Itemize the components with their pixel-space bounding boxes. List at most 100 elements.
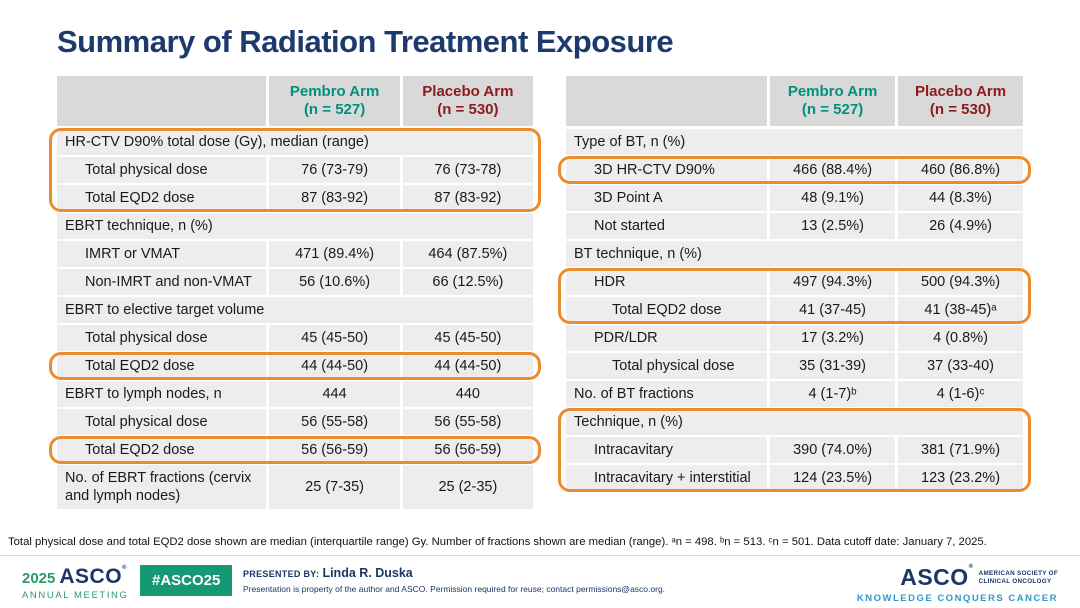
row-label: PDR/LDR	[566, 325, 768, 351]
pembro-value: 497 (94.3%)	[770, 269, 896, 295]
placebo-value: 76 (73-78)	[402, 157, 533, 183]
placebo-value: 25 (2-35)	[402, 465, 533, 509]
permission-disclaimer: Presentation is property of the author a…	[243, 584, 666, 594]
placebo-value: 460 (86.8%)	[898, 157, 1024, 183]
placebo-value: 44 (44-50)	[402, 353, 533, 379]
placebo-value: 56 (55-58)	[402, 409, 533, 435]
section-label: BT technique, n (%)	[566, 241, 1023, 267]
placebo-value: 500 (94.3%)	[898, 269, 1024, 295]
table-row: Intracavitary 390 (74.0%) 381 (71.9%)	[566, 437, 1024, 463]
row-label: Intracavitary	[566, 437, 768, 463]
pembro-arm-name: Pembro Arm	[289, 83, 380, 100]
table-row: Total physical dose 56 (55-58) 56 (55-58)	[57, 409, 533, 435]
section-label: Type of BT, n (%)	[566, 129, 1023, 155]
table-row: Non-IMRT and non-VMAT 56 (10.6%) 66 (12.5%…	[57, 269, 533, 295]
placebo-value: 87 (83-92)	[402, 185, 533, 211]
placebo-arm-n: (n = 530)	[437, 101, 499, 118]
annual-meeting-label: ANNUAL MEETING	[22, 590, 129, 601]
pembro-value: 56 (10.6%)	[269, 269, 400, 295]
section-row: Type of BT, n (%)	[566, 129, 1023, 155]
row-label: No. of BT fractions	[566, 381, 768, 407]
row-label: Total physical dose	[57, 157, 267, 183]
row-label: Intracavitary + interstitial	[566, 465, 768, 491]
section-label: EBRT technique, n (%)	[57, 213, 533, 239]
placebo-value: 464 (87.5%)	[402, 241, 533, 267]
pembro-value: 13 (2.5%)	[770, 213, 896, 239]
row-label: Total physical dose	[57, 325, 267, 351]
presented-by-block: PRESENTED BY: Linda R. Duska Presentatio…	[243, 566, 665, 594]
row-label: Total EQD2 dose	[57, 185, 267, 211]
placebo-arm-name: Placebo Arm	[914, 83, 1007, 100]
placebo-arm-n: (n = 530)	[929, 101, 992, 118]
ebrt-table: Pembro Arm (n = 527) Placebo Arm (n = 53…	[49, 76, 541, 511]
table-row: IMRT or VMAT 471 (89.4%) 464 (87.5%)	[57, 241, 533, 267]
society-tagline: KNOWLEDGE CONQUERS CANCER	[856, 593, 1058, 604]
placebo-arm-name: Placebo Arm	[422, 83, 514, 100]
pembro-value: 25 (7-35)	[269, 465, 400, 509]
row-label: Total physical dose	[566, 353, 768, 379]
placebo-value: 45 (45-50)	[402, 325, 533, 351]
pembro-value: 76 (73-79)	[269, 157, 400, 183]
row-label: HDR	[566, 269, 768, 295]
section-row: EBRT technique, n (%)	[57, 213, 533, 239]
registered-mark: ®	[122, 565, 127, 571]
pembro-arm-header: Pembro Arm (n = 527)	[770, 76, 896, 126]
pembro-value: 44 (44-50)	[269, 353, 400, 379]
row-group: 3D Point A 48 (9.1%) 44 (8.3%) Not started 1…	[566, 185, 1024, 267]
tables-area: Pembro Arm (n = 527) Placebo Arm (n = 53…	[49, 76, 1031, 511]
asco-wordmark: ASCO®	[59, 565, 127, 588]
table-row: No. of EBRT fractions (cervix and lymph …	[57, 465, 533, 509]
row-label: IMRT or VMAT	[57, 241, 267, 267]
row-group: Type of BT, n (%)	[566, 129, 1023, 155]
pembro-value: 471 (89.4%)	[269, 241, 400, 267]
row-label: Total EQD2 dose	[57, 437, 267, 463]
placebo-value: 440	[402, 381, 533, 407]
pembro-value: 17 (3.2%)	[770, 325, 896, 351]
placebo-value: 44 (8.3%)	[898, 185, 1024, 211]
pembro-value: 56 (55-58)	[269, 409, 400, 435]
row-label: Total EQD2 dose	[566, 297, 768, 323]
placebo-arm-header: Placebo Arm (n = 530)	[898, 76, 1024, 126]
table-row: Total physical dose 76 (73-79) 76 (73-78)	[57, 157, 533, 183]
table-row: Total EQD2 dose 44 (44-50) 44 (44-50)	[57, 353, 533, 379]
pembro-arm-n: (n = 527)	[303, 101, 366, 118]
pembro-arm-n: (n = 527)	[801, 101, 864, 118]
table-row: EBRT to lymph nodes, n 444 440	[57, 381, 533, 407]
highlight-box: Total EQD2 dose 56 (56-59) 56 (56-59)	[49, 436, 541, 464]
highlight-box: HDR 497 (94.3%) 500 (94.3%) Total EQD2 dose…	[558, 268, 1031, 324]
row-group: No. of EBRT fractions (cervix and lymph …	[57, 465, 533, 509]
highlight-box: Technique, n (%) Intracavitary 390 (74.0%)…	[558, 408, 1031, 492]
row-group: EBRT to lymph nodes, n 444 440 Total physic…	[57, 381, 533, 435]
placebo-value: 41 (38-45)ᵃ	[898, 297, 1024, 323]
pembro-value: 35 (31-39)	[770, 353, 896, 379]
ebrt-table-body: HR-CTV D90% total dose (Gy), median (ran…	[49, 128, 541, 509]
section-row: Technique, n (%)	[566, 409, 1023, 435]
footer-bar: 2025 ASCO® ANNUAL MEETING #ASCO25 PRESEN…	[0, 555, 1080, 608]
page-title: Summary of Radiation Treatment Exposure	[57, 24, 674, 59]
row-group: EBRT technique, n (%) IMRT or VMAT 471 (89…	[57, 213, 533, 351]
row-label: Total EQD2 dose	[57, 353, 267, 379]
footnote: Total physical dose and total EQD2 dose …	[8, 536, 987, 548]
placebo-value: 123 (23.2%)	[898, 465, 1024, 491]
highlight-box: Total EQD2 dose 44 (44-50) 44 (44-50)	[49, 352, 541, 380]
asco-society-logo: ASCO® AMERICAN SOCIETY OF CLINICAL ONCOL…	[857, 564, 1058, 604]
table-row: HDR 497 (94.3%) 500 (94.3%)	[566, 269, 1024, 295]
section-label: HR-CTV D90% total dose (Gy), median (ran…	[57, 129, 533, 155]
placebo-value: 56 (56-59)	[402, 437, 533, 463]
corner-header-cell	[57, 76, 267, 126]
placebo-arm-header: Placebo Arm (n = 530)	[402, 76, 533, 126]
pembro-value: 4 (1-7)ᵇ	[770, 381, 896, 407]
bt-table: Pembro Arm (n = 527) Placebo Arm (n = 53…	[558, 76, 1031, 511]
presenter-name: Linda R. Duska	[322, 566, 413, 580]
row-label: EBRT to lymph nodes, n	[57, 381, 267, 407]
row-label: Total physical dose	[57, 409, 267, 435]
placebo-value: 66 (12.5%)	[402, 269, 533, 295]
placebo-value: 4 (1-6)ᶜ	[898, 381, 1024, 407]
hashtag-badge: #ASCO25	[140, 565, 233, 596]
pembro-value: 466 (88.4%)	[770, 157, 896, 183]
table-row: Total physical dose 45 (45-50) 45 (45-50)	[57, 325, 533, 351]
asco-annual-meeting-logo: 2025 ASCO® ANNUAL MEETING	[22, 565, 129, 601]
pembro-value: 48 (9.1%)	[770, 185, 896, 211]
table-header-row: Pembro Arm (n = 527) Placebo Arm (n = 53…	[566, 76, 1024, 126]
